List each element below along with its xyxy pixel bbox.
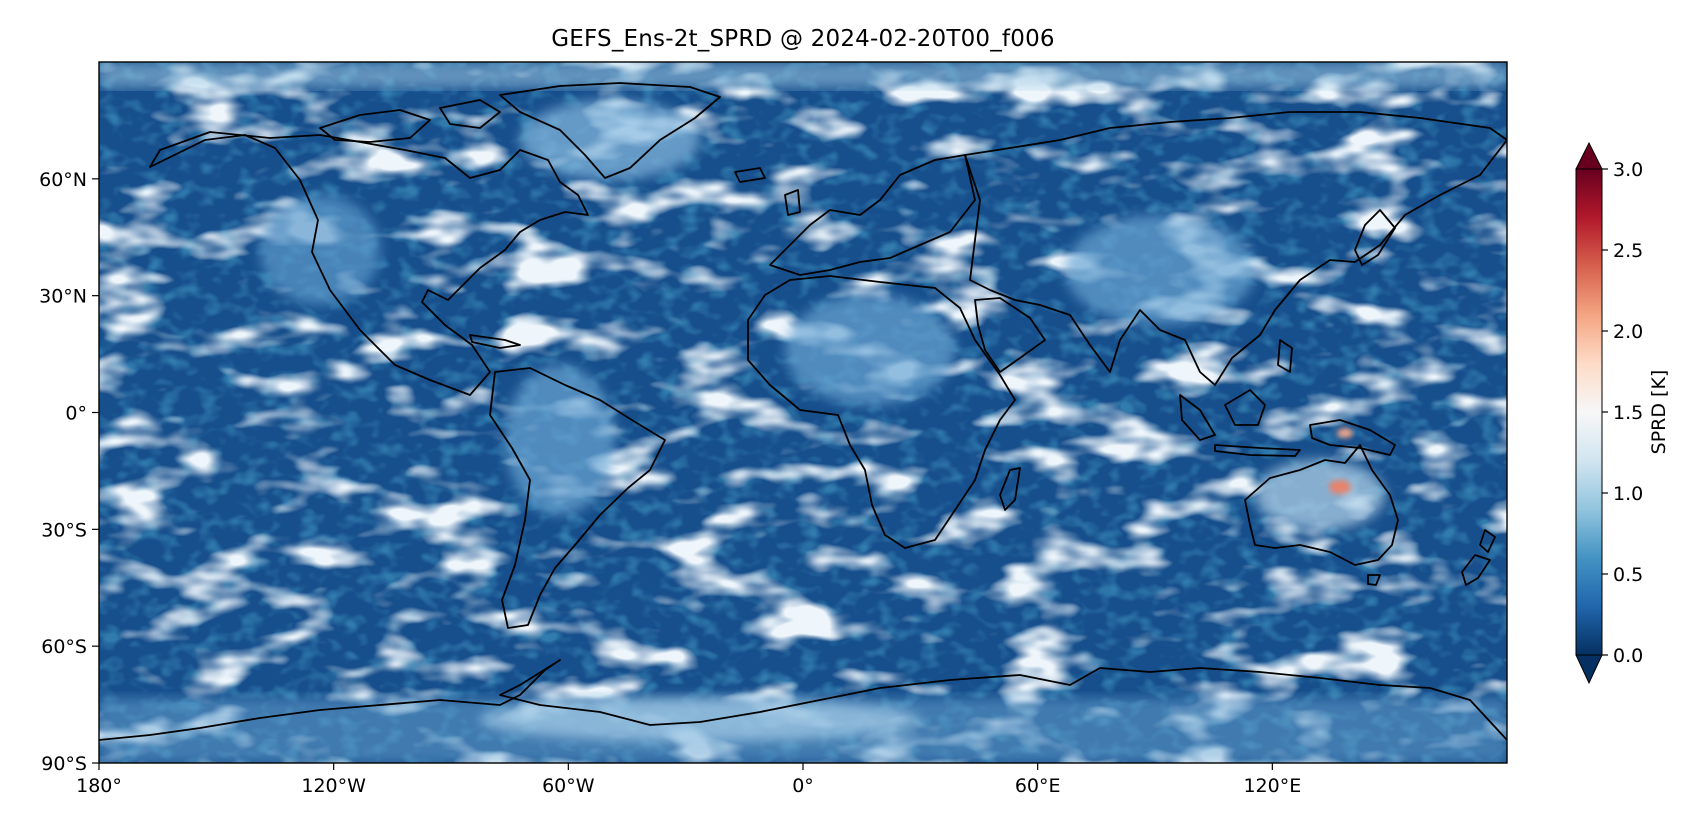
y-tick-label: 60°N	[39, 169, 87, 191]
colorbar-tick-label: 2.0	[1613, 321, 1643, 343]
y-tick-label: 30°N	[39, 286, 87, 308]
x-tick-label: 180°	[76, 775, 122, 797]
x-axis: 180° 120°W 60°W 0° 60°E 120°E	[76, 763, 1301, 797]
spread-field	[99, 62, 1507, 763]
y-tick-label: 0°	[65, 403, 87, 425]
x-tick-label: 60°E	[1015, 775, 1061, 797]
y-tick-label: 90°S	[41, 753, 87, 775]
coastlines	[99, 82, 1507, 741]
colorbar-extend-low	[1575, 654, 1603, 685]
colorbar-extend-high	[1575, 141, 1603, 170]
y-tick-label: 60°S	[41, 636, 87, 658]
colorbar-tick-label: 0.0	[1613, 645, 1643, 667]
x-tick-label: 0°	[792, 775, 814, 797]
colorbar-tick-label: 1.5	[1613, 402, 1643, 424]
y-axis: 60°N 30°N 0° 30°S 60°S 90°S	[39, 169, 99, 775]
x-tick-label: 120°E	[1243, 775, 1301, 797]
colorbar-tick-label: 2.5	[1613, 240, 1643, 262]
colorbar-tick-label: 1.0	[1613, 483, 1643, 505]
colorbar-tick-label: 3.0	[1613, 159, 1643, 181]
colorbar-label: SPRD [K]	[1648, 370, 1670, 455]
x-tick-label: 120°W	[301, 775, 366, 797]
colorbar-gradient	[1575, 168, 1603, 656]
map-title: GEFS_Ens-2t_SPRD @ 2024-02-20T00_f006	[551, 26, 1055, 52]
colorbar: 0.0 0.5 1.0 1.5 2.0 2.5 3.0 SPRD [K]	[1575, 141, 1670, 685]
y-tick-label: 30°S	[41, 519, 87, 541]
x-tick-label: 60°W	[542, 775, 595, 797]
colorbar-tick-label: 0.5	[1613, 564, 1643, 586]
